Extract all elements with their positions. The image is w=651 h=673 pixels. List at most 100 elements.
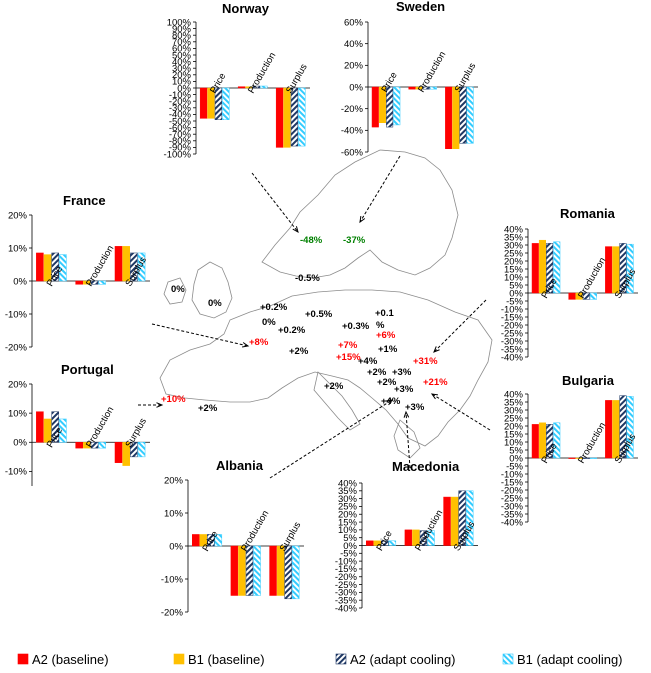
y-tick-label: -25% xyxy=(501,328,524,339)
y-tick-label: 15% xyxy=(338,517,358,528)
bar-albania-production-s3 xyxy=(253,545,261,596)
map-label-netherlands: +0.2% xyxy=(260,302,288,313)
y-tick-label: 20% xyxy=(344,61,364,72)
bar-portugal-surplus-s1 xyxy=(122,442,130,466)
map-label-poland: +0.1 xyxy=(375,308,394,319)
y-tick-label: 40% xyxy=(344,39,364,50)
y-tick-label: -15% xyxy=(335,564,358,575)
map-label-sweden: -37% xyxy=(343,235,366,246)
y-tick-label: 20% xyxy=(164,475,184,486)
bar-norway-production-s0 xyxy=(237,86,246,89)
map-label-bosnia: +2% xyxy=(367,367,387,378)
y-tick-label: 0% xyxy=(13,438,27,449)
y-tick-label: -20% xyxy=(169,97,192,108)
scandinavia-outline xyxy=(261,149,459,279)
map-label-slovenia: +15% xyxy=(336,352,361,363)
y-tick-label: 25% xyxy=(338,502,358,513)
bar-sweden-production-s2 xyxy=(422,86,430,90)
y-tick-label: 30% xyxy=(172,64,192,75)
chart-sweden: Sweden-60%-40%-20%0%20%40%60%Price Produc… xyxy=(341,0,479,158)
bar-albania-price-s3 xyxy=(214,534,223,547)
bar-sweden-price-s1 xyxy=(378,86,386,123)
y-tick-label: -20% xyxy=(501,320,524,331)
bar-albania-production-s2 xyxy=(245,545,254,596)
legend: A2 (baseline) B1 (baseline) A2 (adapt cool… xyxy=(17,652,623,667)
y-tick-label: -50% xyxy=(169,116,192,127)
map-label-italy: +2% xyxy=(324,381,344,392)
bar-romania-price-s2 xyxy=(546,243,554,294)
bar-norway-price-s2 xyxy=(214,87,223,120)
bar-romania-production-s2 xyxy=(582,292,590,300)
arrow-head xyxy=(359,215,366,224)
bar-sweden-price-s0 xyxy=(371,86,379,128)
y-tick-label: -40% xyxy=(169,110,192,121)
bar-norway-surplus-s0 xyxy=(275,87,284,148)
bar-bulgaria-production-s1 xyxy=(575,457,583,459)
chart-title: Romania xyxy=(560,206,616,221)
bar-macedonia-surplus-s1 xyxy=(450,496,459,546)
bar-france-production-s0 xyxy=(75,280,83,285)
map-label-hungary: +1% xyxy=(378,344,398,355)
chart-title: Bulgaria xyxy=(562,373,615,388)
y-tick-label: -20% xyxy=(5,342,28,353)
bar-macedonia-production-s3 xyxy=(427,530,435,546)
bar-portugal-surplus-s2 xyxy=(130,442,138,458)
bar-bulgaria-surplus-s2 xyxy=(619,395,627,459)
bar-sweden-price-s2 xyxy=(386,86,394,128)
y-tick-label: -5% xyxy=(506,296,523,307)
bar-sweden-surplus-s1 xyxy=(452,86,460,149)
chart-macedonia: Macedonia -40%-35%-30%-25%-20%-15%-10%-5%… xyxy=(335,459,478,614)
y-tick-label: 10% xyxy=(8,408,28,419)
y-tick-label: -80% xyxy=(169,136,192,147)
y-tick-label: 20% xyxy=(504,256,524,267)
bar-romania-surplus-s0 xyxy=(605,246,613,294)
y-tick-label: 100% xyxy=(167,17,192,28)
bar-norway-production-s1 xyxy=(245,86,253,89)
y-tick-label: 35% xyxy=(338,486,358,497)
y-tick-label: 35% xyxy=(504,232,524,243)
bar-romania-price-s1 xyxy=(538,239,546,294)
bar-macedonia-production-s2 xyxy=(419,530,428,546)
pointer-arrow xyxy=(433,299,487,353)
chart-france: France-20%-10%0%10%20%Price Production Sur… xyxy=(5,193,150,353)
map-label-ireland: 0% xyxy=(171,284,185,295)
y-tick-label: 50% xyxy=(172,50,192,61)
bar-france-surplus-s3 xyxy=(137,252,146,282)
y-tick-label: 40% xyxy=(172,57,192,68)
bar-bulgaria-surplus-s1 xyxy=(612,400,620,459)
chart-title: France xyxy=(63,193,106,208)
bar-macedonia-price-s2 xyxy=(381,540,389,546)
bar-sweden-production-s0 xyxy=(408,86,416,90)
bar-france-surplus-s0 xyxy=(114,246,123,282)
chart-title: Portugal xyxy=(61,362,114,377)
y-tick-label: -90% xyxy=(169,143,192,154)
map-label-spain: +2% xyxy=(198,403,218,414)
y-tick-label: -10% xyxy=(169,90,192,101)
bar-bulgaria-price-s1 xyxy=(538,422,546,459)
bar-albania-production-s0 xyxy=(230,545,239,596)
y-tick-label: -20% xyxy=(161,607,184,618)
y-tick-label: -60% xyxy=(341,147,364,158)
bar-portugal-price-s2 xyxy=(51,411,59,443)
map-label-czech: +0.3% xyxy=(342,321,370,332)
arrow-head xyxy=(242,342,250,348)
bar-norway-surplus-s2 xyxy=(290,87,299,147)
bar-portugal-surplus-s3 xyxy=(137,442,146,458)
british-isles-outline xyxy=(191,261,233,319)
bar-bulgaria-production-s0 xyxy=(568,457,576,459)
bar-sweden-surplus-s3 xyxy=(466,86,474,144)
bar-norway-surplus-s1 xyxy=(283,87,291,148)
y-tick-label: -100% xyxy=(164,149,192,160)
legend-label-a2_adapt: A2 (adapt cooling) xyxy=(350,652,456,667)
y-tick-label: -10% xyxy=(335,556,358,567)
bar-macedonia-price-s0 xyxy=(366,540,374,546)
chart-albania: Albania-20%-10%0%10%20%Price Production Su… xyxy=(161,458,304,618)
y-tick-label: 10% xyxy=(8,243,28,254)
pointer-arrow xyxy=(251,172,299,233)
y-tick-label: -60% xyxy=(169,123,192,134)
bar-albania-price-s1 xyxy=(199,534,207,547)
y-tick-label: 10% xyxy=(164,508,184,519)
bar-macedonia-surplus-s3 xyxy=(465,490,474,546)
y-tick-label: 60% xyxy=(344,17,364,28)
bar-norway-price-s1 xyxy=(207,87,215,119)
